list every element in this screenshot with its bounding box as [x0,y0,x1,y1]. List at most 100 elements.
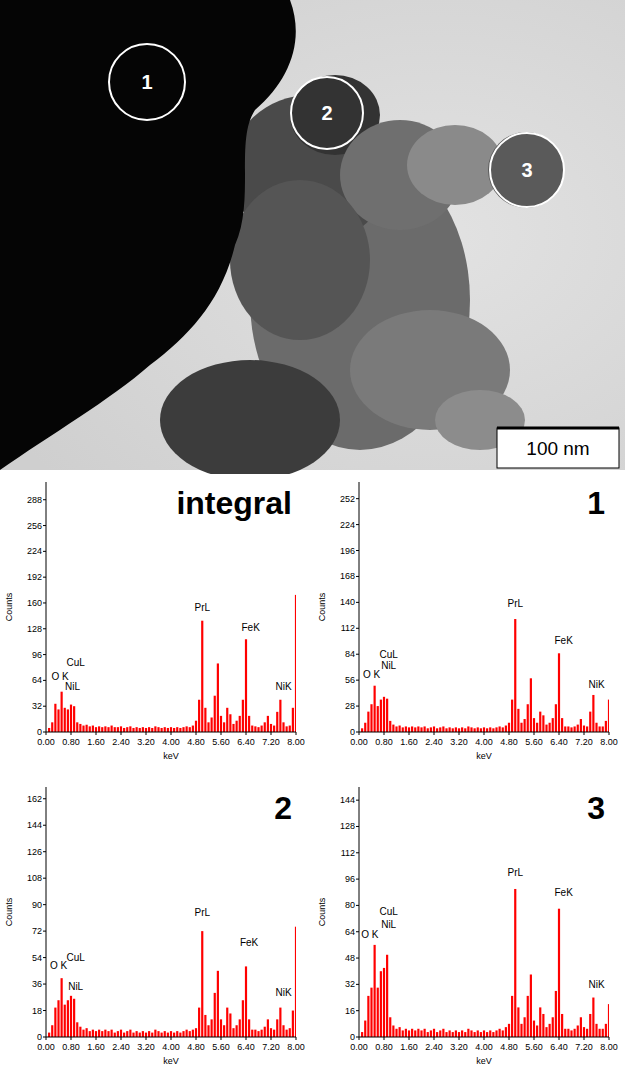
spectrum-bar [445,1032,447,1037]
spectrum-bar [402,727,404,732]
x-tick [246,732,247,735]
dark-agglomerate [0,0,296,470]
spectrum-bar [92,1030,94,1037]
x-tick-label: 4.80 [500,1042,518,1052]
spectrum-bar [104,1030,106,1037]
spectrum-bar [549,1024,551,1037]
x-tick [534,1037,535,1040]
y-tick-label: 128 [340,821,355,831]
spectrum-bar [467,1029,469,1037]
spectrum-bar [154,726,156,732]
spectrum-bar [239,716,241,732]
y-tick [356,958,359,959]
spectrum-bar [367,996,369,1037]
x-tick-label: 0.80 [375,1042,393,1052]
x-axis-title: keV [163,751,179,761]
spectrum-bar [98,1030,100,1037]
spectrum-bar [170,727,172,732]
spectrum-bar [226,1008,228,1037]
spectrum-bar [427,1032,429,1037]
spectrum-bar [395,1029,397,1037]
peak-label: FeK [555,635,574,646]
peak-label: O K [51,671,69,682]
spectrum-bar [577,725,579,732]
spectrum-bar [489,727,491,732]
spectrum-bar [524,1017,526,1037]
peak-label: NiL [381,660,396,671]
x-tick-label: 7.20 [262,1042,280,1052]
y-tick-label: 224 [340,520,355,530]
panel-title: integral [176,485,292,521]
spectrum-bar [61,978,63,1037]
x-tick [121,732,122,735]
peak-label: CuL [67,657,86,668]
x-tick [271,732,272,735]
y-tick-label: 84 [345,649,355,659]
y-tick [356,628,359,629]
y-axis [359,787,360,1037]
bars [361,889,609,1037]
spectrum-bar [245,639,247,732]
spectrum-bar [192,1030,194,1037]
spectrum-bar [567,1029,569,1037]
x-tick-label: 2.40 [112,1042,130,1052]
y-tick-label: 128 [27,624,42,634]
spectrum-bar [542,1014,544,1037]
y-tick [356,800,359,801]
x-tick-label: 4.80 [187,737,205,747]
y-tick-label: 288 [27,495,42,505]
panel-background [0,474,312,779]
peak-label: PrL [507,867,523,878]
spectrum-bar [392,725,394,732]
spectrum-bar [483,1030,485,1037]
spectrum-bar [417,726,419,732]
y-tick-label: 56 [345,675,355,685]
spectrum-bar [89,726,91,732]
spectrum-bar [248,716,250,732]
spectrum-bar [182,727,184,732]
spectrum-bar [574,1029,576,1037]
particle [160,360,340,480]
x-tick-label: 6.40 [237,737,255,747]
spectrum-bar [380,700,382,732]
spectrum-bar [408,1030,410,1037]
spectrum-bar [289,1028,291,1037]
spectrum-bar [54,704,56,732]
x-tick-label: 3.20 [137,737,155,747]
spectrum-bar [452,1032,454,1037]
spectrum-bar [433,726,435,732]
spectrum-bar [229,1013,231,1037]
x-tick-label: 0.00 [350,1042,368,1052]
spot-label: 1 [141,71,152,93]
bars [361,619,609,732]
x-tick-label: 5.60 [212,737,230,747]
spectrum-bar [139,1033,141,1037]
x-tick [296,1037,297,1040]
spectrum-bar [251,726,253,732]
spectrum-bar [279,1008,281,1037]
y-tick-label: 162 [27,794,42,804]
spectrum-bar [420,727,422,732]
spectrum-bar [79,724,81,732]
spectrum-bar [214,696,216,732]
spectrum-bar [95,1031,97,1037]
y-axis-title: Counts [4,592,14,621]
y-tick [43,706,46,707]
x-tick [221,732,222,735]
spectrum-bar [602,1029,604,1037]
x-tick [96,1037,97,1040]
x-tick-label: 4.80 [500,737,518,747]
spectrum-bar [201,931,203,1037]
x-tick-label: 8.00 [600,1042,618,1052]
spectrum-bar [220,716,222,732]
spectrum-bar [527,704,529,732]
spectrum-bar [561,718,563,732]
x-tick [484,1037,485,1040]
spectrum-bar [64,708,66,732]
spectrum-bar [445,728,447,732]
spectrum-bar [192,726,194,732]
spectrum-bar [392,1025,394,1037]
x-tick [46,732,47,735]
y-tick [356,931,359,932]
spectrum-bar [101,727,103,732]
